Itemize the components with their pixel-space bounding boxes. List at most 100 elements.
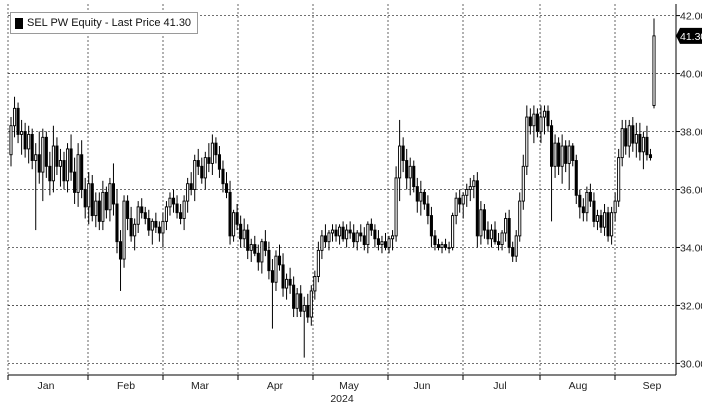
candle-body	[380, 241, 384, 246]
candle-body	[528, 116, 532, 127]
candle-body	[546, 110, 550, 127]
candle-body	[115, 203, 119, 243]
candle-body	[193, 160, 197, 190]
candle-body	[504, 218, 508, 234]
candle-body	[111, 183, 116, 205]
candle-body	[9, 125, 13, 156]
candle-body	[217, 154, 221, 170]
candle-body	[281, 264, 285, 289]
candle-body	[288, 278, 292, 286]
candle-body	[277, 255, 282, 266]
candle-body	[571, 145, 575, 161]
x-tick-label: Jan	[38, 380, 55, 392]
candle-body	[200, 165, 204, 179]
candle-body	[426, 203, 430, 217]
candle-body	[602, 212, 607, 228]
candle-body	[373, 229, 377, 240]
candle-body	[391, 235, 395, 240]
candle-body	[44, 136, 48, 167]
candle-body	[652, 35, 656, 106]
candle-body	[564, 145, 568, 164]
candle-body	[599, 215, 603, 228]
candle-body	[359, 232, 363, 237]
candle-body	[168, 197, 172, 208]
candle-body	[341, 226, 345, 240]
candle-body	[489, 229, 494, 240]
candle-body	[270, 270, 274, 283]
candle-body	[553, 142, 557, 167]
y-tick-label: 38.00	[680, 127, 702, 139]
x-tick-label: May	[339, 380, 360, 392]
candle-body	[161, 220, 165, 234]
candle-body	[617, 157, 621, 202]
candle-body	[401, 145, 405, 161]
candle-body	[387, 238, 391, 248]
candle-body	[383, 241, 388, 248]
candlestick-series	[9, 18, 656, 358]
candle-body	[23, 131, 27, 150]
candle-body	[542, 110, 547, 118]
candle-body	[549, 125, 554, 167]
candle-body	[535, 113, 539, 132]
x-tick-label: Jul	[493, 380, 506, 392]
candle-body	[182, 200, 186, 219]
candle-body	[171, 197, 176, 205]
candle-body	[355, 232, 359, 243]
candle-body	[221, 168, 225, 185]
candle-body	[638, 133, 642, 153]
candle-body	[631, 125, 635, 144]
candle-body	[51, 145, 55, 182]
candle-body	[433, 235, 437, 246]
candle-body	[48, 165, 52, 182]
candle-body	[454, 197, 458, 217]
candle-body	[97, 200, 101, 222]
candle-body	[645, 136, 649, 156]
candle-body	[613, 200, 617, 214]
candle-body	[122, 200, 126, 260]
candle-body	[129, 218, 133, 237]
candle-body	[260, 241, 264, 263]
candle-body	[239, 223, 243, 240]
candle-body	[539, 116, 543, 132]
grid-lines	[7, 4, 676, 375]
candle-body	[143, 212, 147, 219]
candle-body	[104, 191, 108, 211]
candle-body	[472, 180, 476, 188]
candle-body	[73, 171, 77, 193]
candle-body	[648, 154, 653, 159]
candle-body	[475, 180, 479, 237]
candle-body	[338, 226, 342, 237]
candle-body	[118, 241, 123, 260]
candle-body	[295, 293, 299, 309]
candle-body	[80, 154, 84, 190]
candle-body	[461, 194, 465, 205]
candle-body	[87, 183, 91, 208]
y-tick-label: 42.00	[680, 11, 702, 23]
candle-body	[76, 154, 80, 193]
candle-body	[235, 212, 239, 225]
candle-body	[147, 218, 151, 231]
candle-body	[83, 189, 87, 208]
candle-body	[479, 209, 483, 237]
y-tick-label: 36.00	[680, 185, 702, 197]
candle-body	[101, 191, 105, 222]
y-tick-label: 40.00	[680, 69, 702, 81]
candle-body	[242, 229, 246, 240]
candle-body	[595, 215, 600, 222]
candle-body	[518, 200, 522, 237]
candle-body	[189, 183, 193, 190]
candle-body	[108, 183, 112, 211]
candle-body	[500, 232, 504, 246]
candle-body	[256, 252, 260, 263]
candle-body	[186, 183, 190, 202]
candle-body	[422, 191, 426, 205]
candle-body	[140, 206, 144, 214]
candle-body	[263, 241, 267, 251]
candle-body	[330, 229, 335, 234]
candle-body	[352, 232, 356, 243]
candle-body	[154, 220, 158, 228]
candle-body	[246, 229, 250, 251]
candle-body	[405, 160, 409, 179]
candle-body	[578, 194, 582, 208]
